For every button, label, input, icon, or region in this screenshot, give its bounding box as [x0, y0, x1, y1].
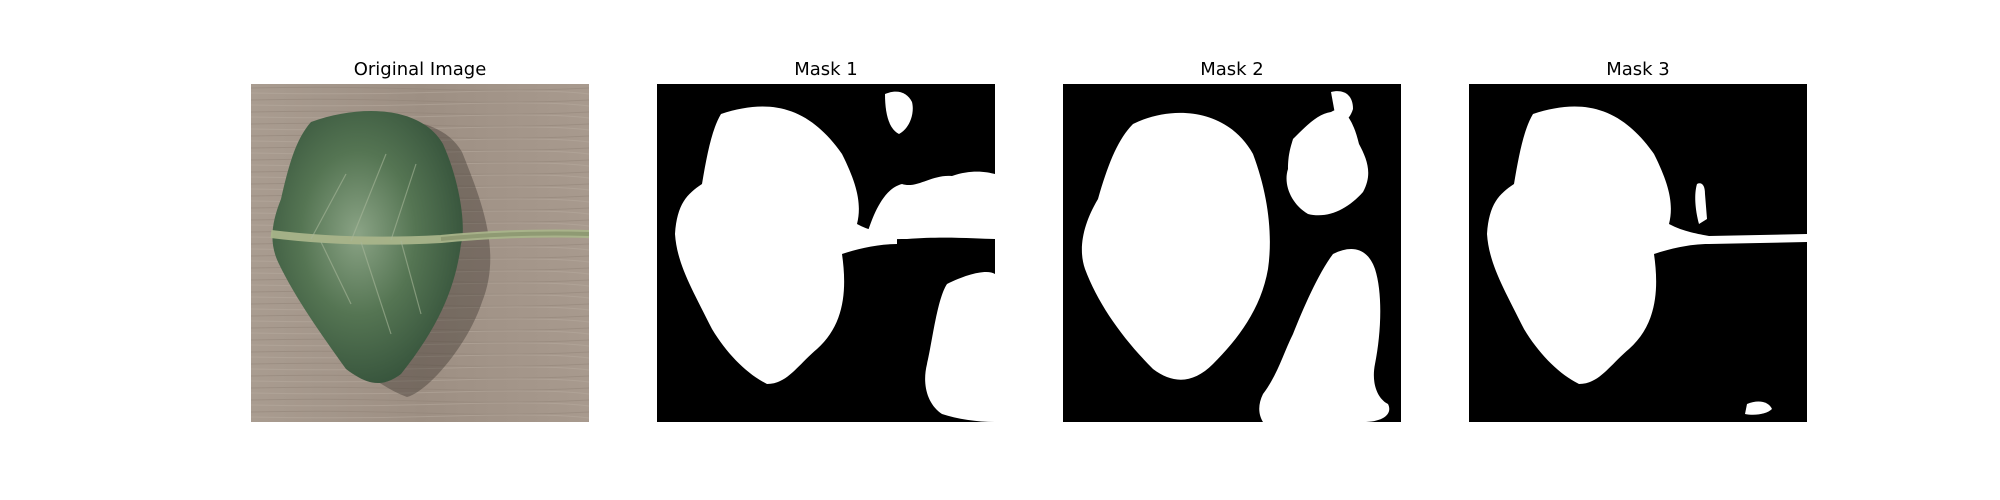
mask-1-graphic: [657, 84, 995, 422]
panel-mask-2: Mask 2: [1063, 0, 1401, 500]
original-image: [251, 84, 589, 422]
leaf-photo: [251, 84, 589, 422]
panel-title: Mask 2: [1200, 59, 1264, 80]
mask-2-graphic: [1063, 84, 1401, 422]
panel-mask-1: Mask 1: [657, 0, 995, 500]
leaf-shape: [272, 111, 463, 384]
panel-original: Original Image: [251, 0, 589, 500]
panel-title: Original Image: [353, 59, 487, 80]
panel-title: Mask 3: [1606, 59, 1670, 80]
mask-image: [1469, 84, 1807, 422]
mask-image: [1063, 84, 1401, 422]
panel-mask-3: Mask 3: [1469, 0, 1807, 500]
panel-title: Mask 1: [794, 59, 858, 80]
mask-image: [657, 84, 995, 422]
mask-3-graphic: [1469, 84, 1807, 422]
